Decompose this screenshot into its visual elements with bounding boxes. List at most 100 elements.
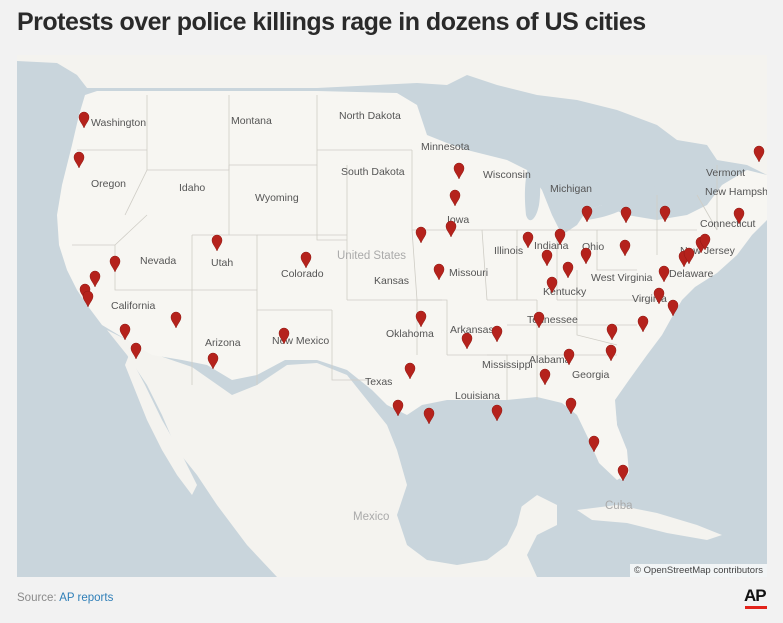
state-label-nevada: Nevada xyxy=(140,255,176,267)
protest-marker-icon[interactable] xyxy=(423,407,435,425)
gulf-of-mexico xyxy=(399,405,597,560)
protest-marker-icon[interactable] xyxy=(300,251,312,269)
protest-marker-icon[interactable] xyxy=(605,344,617,362)
protest-marker-icon[interactable] xyxy=(588,435,600,453)
state-label-missouri: Missouri xyxy=(449,267,488,279)
protest-marker-icon[interactable] xyxy=(563,348,575,366)
protest-marker-icon[interactable] xyxy=(433,263,445,281)
country-label-us: United States xyxy=(337,250,406,262)
protest-marker-icon[interactable] xyxy=(658,265,670,283)
protest-marker-icon[interactable] xyxy=(733,207,745,225)
protest-marker-icon[interactable] xyxy=(82,290,94,308)
canada-land xyxy=(17,55,767,175)
protest-marker-icon[interactable] xyxy=(449,189,461,207)
protest-marker-icon[interactable] xyxy=(667,299,679,317)
mexico-land xyxy=(107,330,557,577)
protest-marker-icon[interactable] xyxy=(580,247,592,265)
state-label-arizona: Arizona xyxy=(205,337,241,349)
baja-land xyxy=(125,355,197,495)
protest-marker-icon[interactable] xyxy=(539,368,551,386)
protest-marker-icon[interactable] xyxy=(89,270,101,288)
protest-marker-icon[interactable] xyxy=(541,249,553,267)
state-label-georgia: Georgia xyxy=(572,369,610,381)
state-label-kansas: Kansas xyxy=(374,275,409,287)
protest-marker-icon[interactable] xyxy=(109,255,121,273)
protest-marker-icon[interactable] xyxy=(522,231,534,249)
state-label-washington: Washington xyxy=(91,117,146,129)
protest-marker-icon[interactable] xyxy=(653,287,665,305)
protest-marker-icon[interactable] xyxy=(119,323,131,341)
state-label-idaho: Idaho xyxy=(179,182,205,194)
protest-marker-icon[interactable] xyxy=(606,323,618,341)
protest-marker-icon[interactable] xyxy=(581,205,593,223)
protest-marker-icon[interactable] xyxy=(699,233,711,251)
protest-marker-icon[interactable] xyxy=(207,352,219,370)
state-label-oklahoma: Oklahoma xyxy=(386,328,434,340)
state-label-montana: Montana xyxy=(231,115,272,127)
us-protest-map[interactable]: Washington Montana North Dakota Minnesota Or… xyxy=(17,55,767,577)
lake-huron xyxy=(556,150,589,192)
protest-marker-icon[interactable] xyxy=(554,228,566,246)
protest-marker-icon[interactable] xyxy=(453,162,465,180)
state-label-indiana: Indiana xyxy=(534,240,569,252)
state-label-north-dakota: North Dakota xyxy=(339,110,401,122)
source-link[interactable]: AP reports xyxy=(59,592,114,604)
protest-marker-icon[interactable] xyxy=(211,234,223,252)
protest-marker-icon[interactable] xyxy=(491,404,503,422)
country-label-mexico: Mexico xyxy=(353,511,389,523)
state-label-texas: Texas xyxy=(365,376,392,388)
country-label-cuba: Cuba xyxy=(605,500,633,512)
protest-marker-icon[interactable] xyxy=(278,327,290,345)
protest-marker-icon[interactable] xyxy=(533,311,545,329)
protest-marker-icon[interactable] xyxy=(392,399,404,417)
protest-marker-icon[interactable] xyxy=(404,362,416,380)
ap-logo-bar xyxy=(745,606,767,609)
protest-marker-icon[interactable] xyxy=(130,342,142,360)
state-label-utah: Utah xyxy=(211,257,233,269)
cuba-land xyxy=(577,505,722,540)
lake-erie xyxy=(582,202,629,220)
lake-superior xyxy=(472,122,566,148)
lake-ontario xyxy=(622,184,657,193)
source-prefix: Source: xyxy=(17,592,60,604)
state-label-minnesota: Minnesota xyxy=(421,141,470,153)
protest-marker-icon[interactable] xyxy=(415,310,427,328)
map-labels: Washington Montana North Dakota Minnesota Or… xyxy=(91,110,767,523)
protest-marker-icon[interactable] xyxy=(617,464,629,482)
page-title: Protests over police killings rage in do… xyxy=(17,8,646,36)
protest-marker-icon[interactable] xyxy=(659,205,671,223)
state-label-arkansas: Arkansas xyxy=(450,324,494,336)
state-label-california: California xyxy=(111,300,156,312)
state-label-colorado: Colorado xyxy=(281,268,324,280)
state-label-wyoming: Wyoming xyxy=(255,192,299,204)
protest-marker-icon[interactable] xyxy=(683,247,695,265)
protest-marker-icon[interactable] xyxy=(753,145,765,163)
state-label-delaware: Delaware xyxy=(669,268,714,280)
protest-marker-icon[interactable] xyxy=(445,220,457,238)
protest-marker-icon[interactable] xyxy=(461,332,473,350)
state-label-oregon: Oregon xyxy=(91,178,126,190)
map-credit[interactable]: © OpenStreetMap contributors xyxy=(630,564,767,577)
state-borders xyxy=(72,95,718,400)
us-land xyxy=(57,91,767,480)
protest-marker-icon[interactable] xyxy=(565,397,577,415)
state-label-michigan: Michigan xyxy=(550,183,592,195)
protest-marker-icon[interactable] xyxy=(637,315,649,333)
protest-marker-icon[interactable] xyxy=(170,311,182,329)
state-label-vermont: Vermont xyxy=(706,167,745,179)
source-line: Source: AP reports xyxy=(17,592,113,604)
protest-marker-icon[interactable] xyxy=(546,276,558,294)
protest-marker-icon[interactable] xyxy=(73,151,85,169)
protest-marker-icon[interactable] xyxy=(562,261,574,279)
state-label-alabama: Alabama xyxy=(529,354,571,366)
protest-marker-icon[interactable] xyxy=(491,325,503,343)
state-label-mississippi: Mississippi xyxy=(482,359,533,371)
protest-marker-icon[interactable] xyxy=(620,206,632,224)
protest-marker-icon[interactable] xyxy=(619,239,631,257)
map-canvas: Washington Montana North Dakota Minnesota Or… xyxy=(17,55,767,577)
state-label-south-dakota: South Dakota xyxy=(341,166,405,178)
ap-logo: AP xyxy=(744,586,767,605)
protest-marker-icon[interactable] xyxy=(415,226,427,244)
state-label-louisiana: Louisiana xyxy=(455,390,500,402)
protest-marker-icon[interactable] xyxy=(78,111,90,129)
